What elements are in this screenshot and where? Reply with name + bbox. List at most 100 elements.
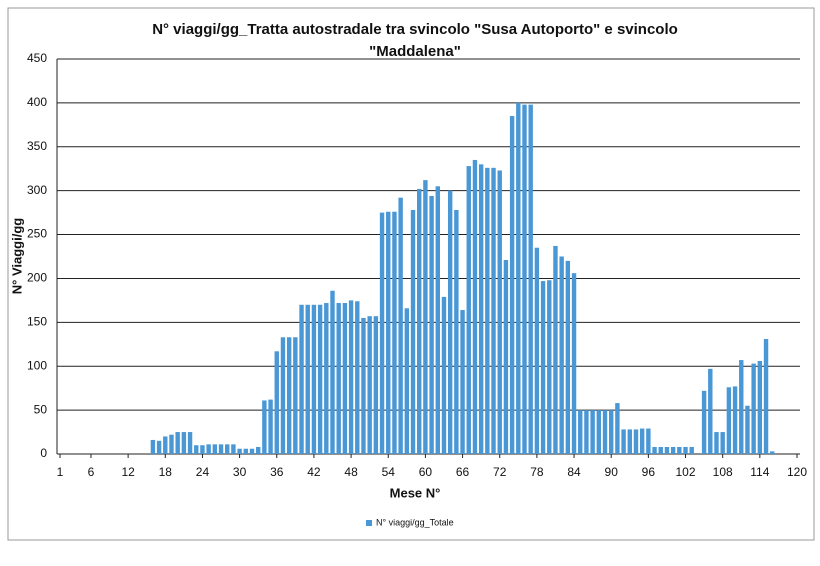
bar — [454, 209, 459, 454]
bar — [652, 446, 657, 454]
bar — [386, 211, 391, 454]
bar — [596, 410, 602, 454]
bar — [701, 390, 707, 454]
x-tick-label: 12 — [121, 465, 135, 479]
bar — [751, 363, 756, 454]
bar — [732, 386, 738, 454]
bar — [200, 445, 205, 454]
bar — [565, 260, 571, 454]
bar — [367, 316, 372, 454]
bar — [683, 446, 688, 454]
bar — [206, 444, 211, 454]
bar — [225, 444, 230, 454]
bar — [708, 368, 713, 454]
bar — [274, 351, 279, 454]
x-tick-label: 108 — [713, 465, 733, 479]
bar — [423, 180, 428, 454]
bar — [361, 317, 366, 454]
bar — [509, 116, 515, 455]
chart-title: N° viaggi/gg_Tratta autostradale tra svi… — [152, 21, 678, 38]
bar — [491, 167, 496, 454]
bar — [670, 446, 676, 454]
bar — [342, 303, 348, 454]
x-tick-label: 102 — [676, 465, 696, 479]
y-tick-label: 350 — [27, 139, 47, 153]
x-tick-label: 78 — [530, 465, 544, 479]
bar — [237, 448, 242, 454]
legend-label: N° viaggi/gg_Totale — [376, 517, 454, 527]
bar — [293, 337, 298, 454]
bar — [218, 444, 224, 454]
bar — [311, 304, 317, 454]
bar — [485, 167, 490, 454]
bar — [398, 197, 403, 454]
bar — [609, 410, 614, 454]
x-tick-label: 96 — [642, 465, 656, 479]
bar — [646, 428, 651, 454]
x-tick-label: 6 — [88, 465, 95, 479]
bar — [447, 190, 453, 454]
chart-title: "Maddalena" — [369, 43, 461, 60]
bar — [156, 440, 162, 454]
bar — [150, 439, 156, 454]
bar — [435, 186, 440, 454]
bar — [262, 400, 267, 454]
y-tick-label: 150 — [27, 315, 47, 329]
bar — [578, 410, 583, 454]
bar — [615, 403, 620, 454]
y-tick-label: 450 — [27, 51, 47, 65]
bar — [745, 405, 750, 454]
bar — [522, 104, 527, 455]
bar — [187, 432, 193, 454]
bar — [739, 360, 744, 454]
legend-swatch — [366, 520, 372, 526]
bar — [255, 446, 261, 454]
bar — [720, 432, 725, 454]
x-tick-label: 42 — [307, 465, 321, 479]
bar — [441, 296, 447, 454]
bar — [677, 446, 682, 454]
bar — [410, 209, 416, 454]
bar — [602, 410, 608, 454]
bar — [330, 290, 335, 454]
bar — [355, 301, 360, 454]
bar — [299, 304, 304, 454]
bar — [243, 448, 248, 454]
x-tick-label: 66 — [456, 465, 470, 479]
bar — [429, 195, 434, 454]
bar — [268, 399, 273, 454]
x-tick-label: 54 — [382, 465, 396, 479]
x-tick-label: 30 — [233, 465, 247, 479]
x-tick-label: 1 — [57, 465, 64, 479]
x-tick-label: 36 — [270, 465, 284, 479]
y-tick-label: 200 — [27, 271, 47, 285]
bar — [689, 446, 694, 454]
y-tick-label: 0 — [40, 446, 47, 460]
bar — [478, 164, 484, 455]
bar — [286, 337, 292, 454]
y-tick-label: 400 — [27, 95, 47, 109]
bar — [664, 446, 670, 454]
bar — [571, 273, 577, 454]
bar — [534, 247, 540, 454]
x-axis-title: Mese N° — [390, 485, 441, 500]
bar — [231, 444, 236, 454]
y-tick-label: 250 — [27, 227, 47, 241]
x-tick-label: 84 — [567, 465, 581, 479]
x-tick-label: 90 — [605, 465, 619, 479]
bar — [472, 159, 478, 454]
y-tick-label: 300 — [27, 183, 47, 197]
bar — [305, 304, 310, 454]
bar — [516, 102, 521, 454]
x-tick-label: 24 — [196, 465, 210, 479]
x-tick-label: 18 — [159, 465, 173, 479]
x-tick-label: 48 — [344, 465, 358, 479]
bar — [584, 410, 589, 454]
bar — [621, 429, 626, 454]
bar — [212, 444, 218, 454]
bar — [460, 310, 465, 454]
bar — [633, 429, 639, 454]
bar — [547, 280, 552, 454]
x-tick-label: 120 — [787, 465, 807, 479]
